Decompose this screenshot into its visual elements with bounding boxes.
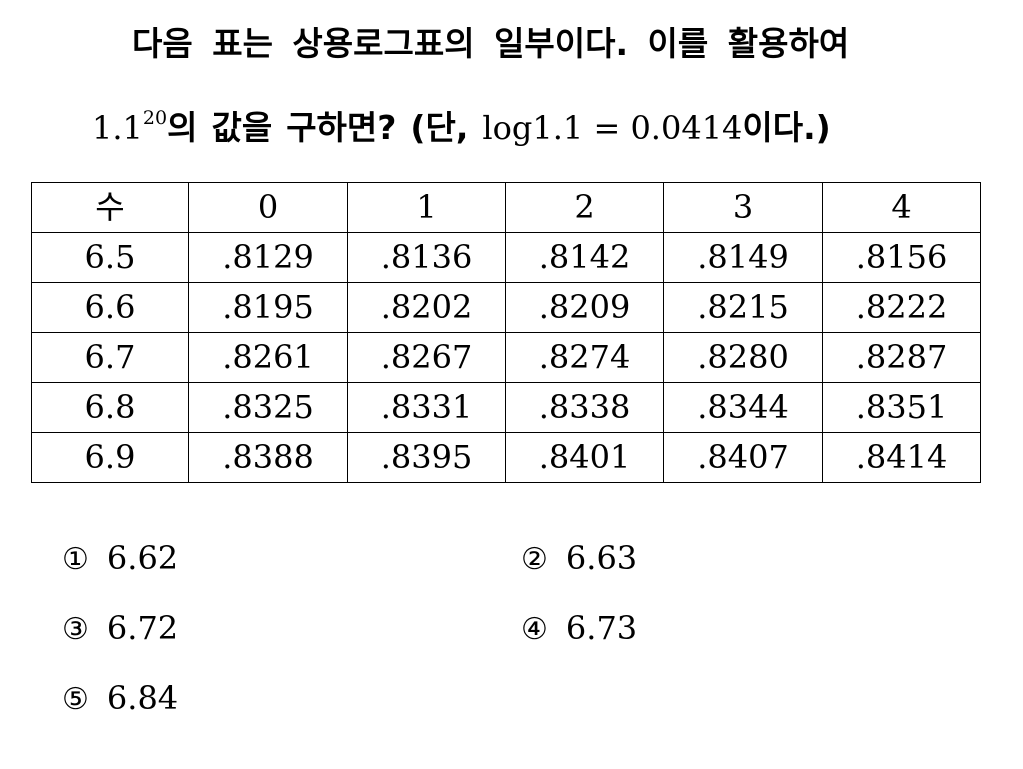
table-cell: 6.8 — [31, 382, 189, 433]
table-cell: .8401 — [505, 432, 664, 483]
table-cell: .8344 — [663, 382, 823, 433]
table-cell: .8149 — [663, 232, 823, 283]
header-cell: 3 — [663, 182, 823, 233]
table-cell: .8414 — [822, 432, 981, 483]
question-text-a: 의 — [167, 108, 198, 147]
table-row: 6.6 .8195 .8202 .8209 .8215 .8222 — [31, 282, 981, 333]
question-text-b: 값을 — [211, 108, 273, 147]
choice-value: 6.72 — [106, 609, 179, 647]
table-cell: .8215 — [663, 282, 823, 333]
table-row: 6.5 .8129 .8136 .8142 .8149 .8156 — [31, 232, 981, 283]
choice-2[interactable]: ② 6.63 — [521, 530, 637, 588]
choice-1[interactable]: ① 6.62 — [62, 530, 178, 588]
table-cell: 6.7 — [31, 332, 189, 383]
choice-value: 6.84 — [106, 679, 179, 717]
exponent-value: 20 — [142, 107, 168, 129]
header-cell: 수 — [31, 182, 189, 233]
table-cell: .8156 — [822, 232, 981, 283]
choice-5[interactable]: ⑤ 6.84 — [62, 670, 178, 728]
condition-formula: log1.1 = 0.0414 — [482, 109, 743, 147]
table-cell: .8407 — [663, 432, 823, 483]
table-cell: .8209 — [505, 282, 664, 333]
table-cell: .8274 — [505, 332, 664, 383]
table-row: 6.9 .8388 .8395 .8401 .8407 .8414 — [31, 432, 981, 483]
table-header-row: 수 0 1 2 3 4 — [31, 182, 981, 233]
header-cell: 0 — [188, 182, 348, 233]
table-cell: .8325 — [188, 382, 348, 433]
header-cell: 1 — [347, 182, 506, 233]
choice-4[interactable]: ④ 6.73 — [521, 600, 637, 658]
question-text-d: (단, — [410, 108, 469, 147]
table-cell: .8280 — [663, 332, 823, 383]
answer-choices: ① 6.62 ② 6.63 ③ 6.72 ④ 6.73 ⑤ 6.84 — [62, 530, 962, 750]
choice-number: ④ — [521, 612, 548, 647]
table-row: 6.7 .8261 .8267 .8274 .8280 .8287 — [31, 332, 981, 383]
table-cell: .8338 — [505, 382, 664, 433]
table-cell: 6.5 — [31, 232, 189, 283]
table-cell: .8142 — [505, 232, 664, 283]
choice-3[interactable]: ③ 6.72 — [62, 600, 178, 658]
table-cell: .8287 — [822, 332, 981, 383]
table-row: 6.8 .8325 .8331 .8338 .8344 .8351 — [31, 382, 981, 433]
base-value: 1.1 — [92, 109, 143, 147]
table-cell: .8331 — [347, 382, 506, 433]
log-table: 수 0 1 2 3 4 6.5 .8129 .8136 .8142 .8149 … — [31, 182, 981, 483]
choice-value: 6.62 — [106, 539, 179, 577]
question-line-1: 다음 표는 상용로그표의 일부이다. 이를 활용하여 — [132, 24, 850, 63]
table-cell: .8129 — [188, 232, 348, 283]
question-line-2: 1.120의 값을 구하면? (단, log1.1 = 0.0414이다.) — [92, 92, 831, 154]
choice-number: ① — [62, 542, 89, 577]
question-text-e: 이다.) — [742, 108, 831, 147]
choice-value: 6.63 — [565, 539, 638, 577]
choice-number: ② — [521, 542, 548, 577]
table-cell: .8351 — [822, 382, 981, 433]
table-cell: .8395 — [347, 432, 506, 483]
table-cell: 6.6 — [31, 282, 189, 333]
table-cell: .8388 — [188, 432, 348, 483]
table-cell: .8261 — [188, 332, 348, 383]
table-cell: 6.9 — [31, 432, 189, 483]
choice-number: ③ — [62, 612, 89, 647]
table-cell: .8222 — [822, 282, 981, 333]
table-cell: .8195 — [188, 282, 348, 333]
choice-number: ⑤ — [62, 682, 89, 717]
table-cell: .8202 — [347, 282, 506, 333]
header-cell: 4 — [822, 182, 981, 233]
header-cell: 2 — [505, 182, 664, 233]
table-cell: .8136 — [347, 232, 506, 283]
choice-value: 6.73 — [565, 609, 638, 647]
table-cell: .8267 — [347, 332, 506, 383]
question-text-c: 구하면? — [286, 108, 397, 147]
